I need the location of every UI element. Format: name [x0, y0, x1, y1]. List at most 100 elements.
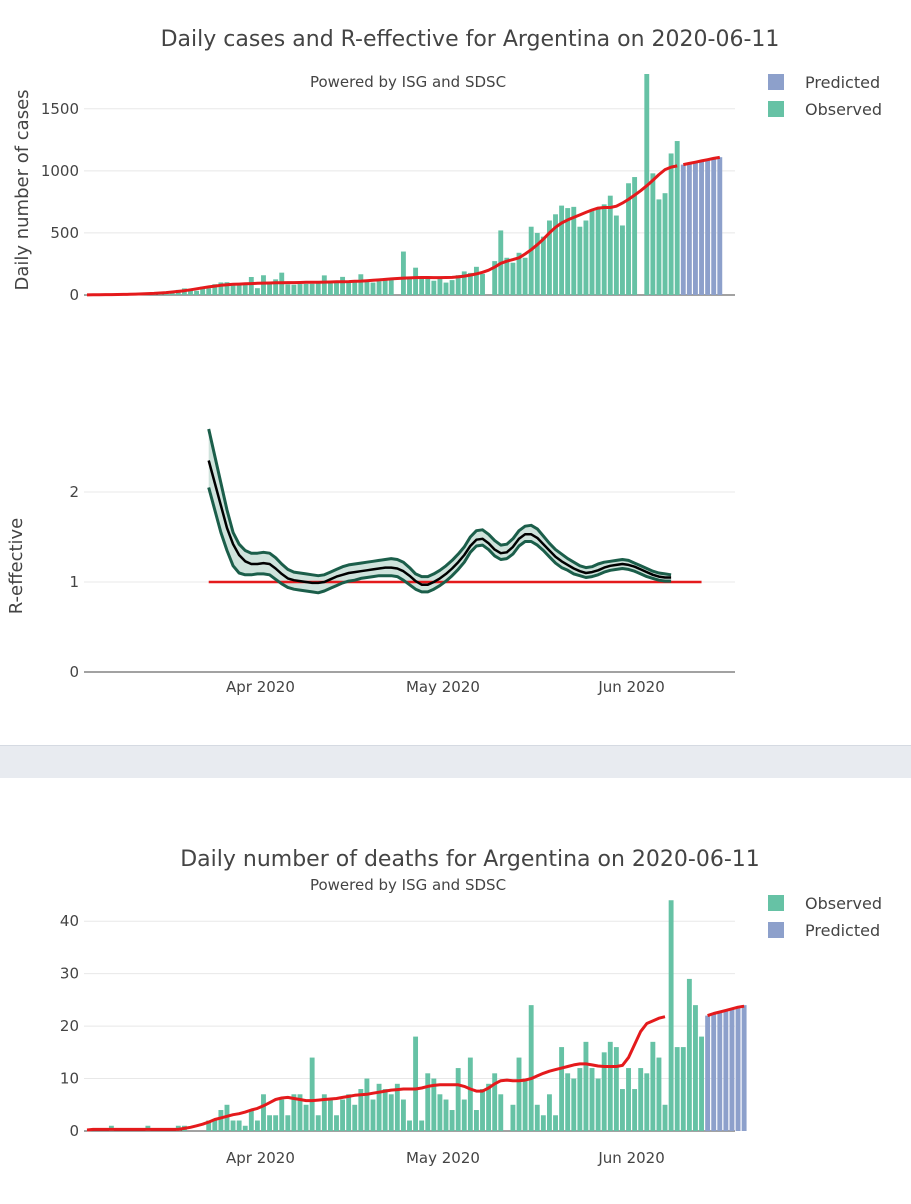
cases-observed-bar[interactable] — [310, 284, 315, 295]
cases-observed-bar[interactable] — [669, 153, 674, 295]
cases-observed-bar[interactable] — [340, 277, 345, 295]
cases-observed-bar[interactable] — [614, 216, 619, 295]
cases-observed-bar[interactable] — [657, 199, 662, 295]
cases-observed-bar[interactable] — [602, 204, 607, 295]
deaths-observed-bar[interactable] — [243, 1126, 248, 1131]
deaths-observed-bar[interactable] — [212, 1121, 217, 1131]
cases-observed-bar[interactable] — [663, 193, 668, 295]
cases-observed-bar[interactable] — [334, 282, 339, 295]
deaths-observed-bar[interactable] — [340, 1100, 345, 1131]
cases-observed-bar[interactable] — [377, 281, 382, 295]
cases-observed-bar[interactable] — [437, 278, 442, 295]
deaths-observed-bar[interactable] — [632, 1089, 637, 1131]
deaths-observed-bar[interactable] — [644, 1073, 649, 1131]
legend-swatch-observed[interactable] — [768, 101, 784, 117]
deaths-observed-bar[interactable] — [371, 1100, 376, 1131]
cases-observed-bar[interactable] — [371, 283, 376, 295]
deaths-observed-bar[interactable] — [687, 979, 692, 1131]
deaths-observed-bar[interactable] — [255, 1121, 260, 1131]
cases-predicted-bar[interactable] — [699, 161, 704, 295]
cases-observed-bar[interactable] — [364, 281, 369, 295]
cases-observed-bar[interactable] — [206, 288, 211, 295]
cases-observed-bar[interactable] — [243, 284, 248, 295]
deaths-observed-bar[interactable] — [596, 1079, 601, 1131]
deaths-observed-bar[interactable] — [389, 1094, 394, 1131]
deaths-observed-bar[interactable] — [650, 1042, 655, 1131]
deaths-observed-bar[interactable] — [663, 1105, 668, 1131]
deaths-observed-bar[interactable] — [237, 1121, 242, 1131]
deaths-observed-bar[interactable] — [626, 1068, 631, 1131]
cases-observed-bar[interactable] — [529, 227, 534, 295]
cases-observed-bar[interactable] — [675, 141, 680, 295]
deaths-observed-bar[interactable] — [577, 1068, 582, 1131]
deaths-observed-bar[interactable] — [456, 1068, 461, 1131]
deaths-observed-bar[interactable] — [352, 1105, 357, 1131]
cases-observed-bar[interactable] — [316, 282, 321, 295]
deaths-observed-bar[interactable] — [535, 1105, 540, 1131]
deaths-observed-bar[interactable] — [462, 1100, 467, 1131]
deaths-observed-bar[interactable] — [498, 1094, 503, 1131]
deaths-predicted-bar[interactable] — [717, 1012, 722, 1131]
deaths-observed-bar[interactable] — [675, 1047, 680, 1131]
deaths-observed-bar[interactable] — [523, 1079, 528, 1131]
deaths-observed-bar[interactable] — [583, 1042, 588, 1131]
cases-observed-bar[interactable] — [571, 207, 576, 295]
deaths-observed-bar[interactable] — [285, 1115, 290, 1131]
deaths-predicted-bar[interactable] — [730, 1009, 735, 1131]
legend-label-observed[interactable]: Observed — [805, 894, 882, 913]
deaths-observed-bar[interactable] — [529, 1005, 534, 1131]
legend-label-observed[interactable]: Observed — [805, 100, 882, 119]
deaths-predicted-bar[interactable] — [742, 1005, 747, 1131]
cases-observed-bar[interactable] — [413, 268, 418, 295]
cases-observed-bar[interactable] — [255, 288, 260, 295]
cases-observed-bar[interactable] — [231, 285, 236, 295]
deaths-observed-bar[interactable] — [517, 1058, 522, 1131]
deaths-observed-bar[interactable] — [218, 1110, 223, 1131]
deaths-observed-bar[interactable] — [559, 1047, 564, 1131]
cases-observed-bar[interactable] — [358, 274, 363, 295]
deaths-observed-bar[interactable] — [383, 1089, 388, 1131]
cases-predicted-bar[interactable] — [711, 158, 716, 295]
deaths-observed-bar[interactable] — [413, 1037, 418, 1131]
deaths-observed-bar[interactable] — [474, 1110, 479, 1131]
deaths-observed-bar[interactable] — [620, 1089, 625, 1131]
cases-observed-bar[interactable] — [261, 275, 266, 295]
cases-observed-bar[interactable] — [389, 278, 394, 295]
deaths-observed-bar[interactable] — [346, 1094, 351, 1131]
cases-observed-bar[interactable] — [590, 211, 595, 295]
deaths-observed-bar[interactable] — [510, 1105, 515, 1131]
cases-observed-bar[interactable] — [285, 284, 290, 295]
deaths-observed-bar[interactable] — [638, 1068, 643, 1131]
cases-observed-bar[interactable] — [401, 252, 406, 295]
cases-observed-bar[interactable] — [480, 274, 485, 295]
deaths-observed-bar[interactable] — [553, 1115, 558, 1131]
cases-observed-bar[interactable] — [407, 277, 412, 295]
cases-observed-bar[interactable] — [583, 221, 588, 295]
cases-observed-bar[interactable] — [194, 291, 199, 295]
deaths-observed-bar[interactable] — [444, 1100, 449, 1131]
deaths-observed-bar[interactable] — [273, 1115, 278, 1131]
deaths-observed-bar[interactable] — [614, 1047, 619, 1131]
deaths-observed-bar[interactable] — [681, 1047, 686, 1131]
cases-observed-bar[interactable] — [559, 206, 564, 295]
cases-observed-bar[interactable] — [249, 277, 254, 295]
deaths-observed-bar[interactable] — [541, 1115, 546, 1131]
deaths-observed-bar[interactable] — [571, 1079, 576, 1131]
deaths-observed-bar[interactable] — [547, 1094, 552, 1131]
cases-observed-bar[interactable] — [322, 275, 327, 295]
deaths-predicted-bar[interactable] — [723, 1010, 728, 1131]
deaths-observed-bar[interactable] — [310, 1058, 315, 1131]
cases-predicted-bar[interactable] — [687, 163, 692, 295]
deaths-observed-bar[interactable] — [419, 1121, 424, 1131]
deaths-legend[interactable]: Observed Predicted — [768, 894, 882, 940]
cases-observed-bar[interactable] — [510, 263, 515, 295]
deaths-observed-bar[interactable] — [657, 1058, 662, 1131]
cases-observed-bar[interactable] — [650, 173, 655, 295]
deaths-observed-bar[interactable] — [334, 1115, 339, 1131]
deaths-predicted-bar[interactable] — [711, 1013, 716, 1131]
deaths-observed-bar[interactable] — [590, 1068, 595, 1131]
deaths-observed-bar[interactable] — [249, 1110, 254, 1131]
cases-predicted-bar[interactable] — [693, 162, 698, 295]
deaths-observed-bar[interactable] — [450, 1110, 455, 1131]
deaths-observed-bar[interactable] — [364, 1079, 369, 1131]
